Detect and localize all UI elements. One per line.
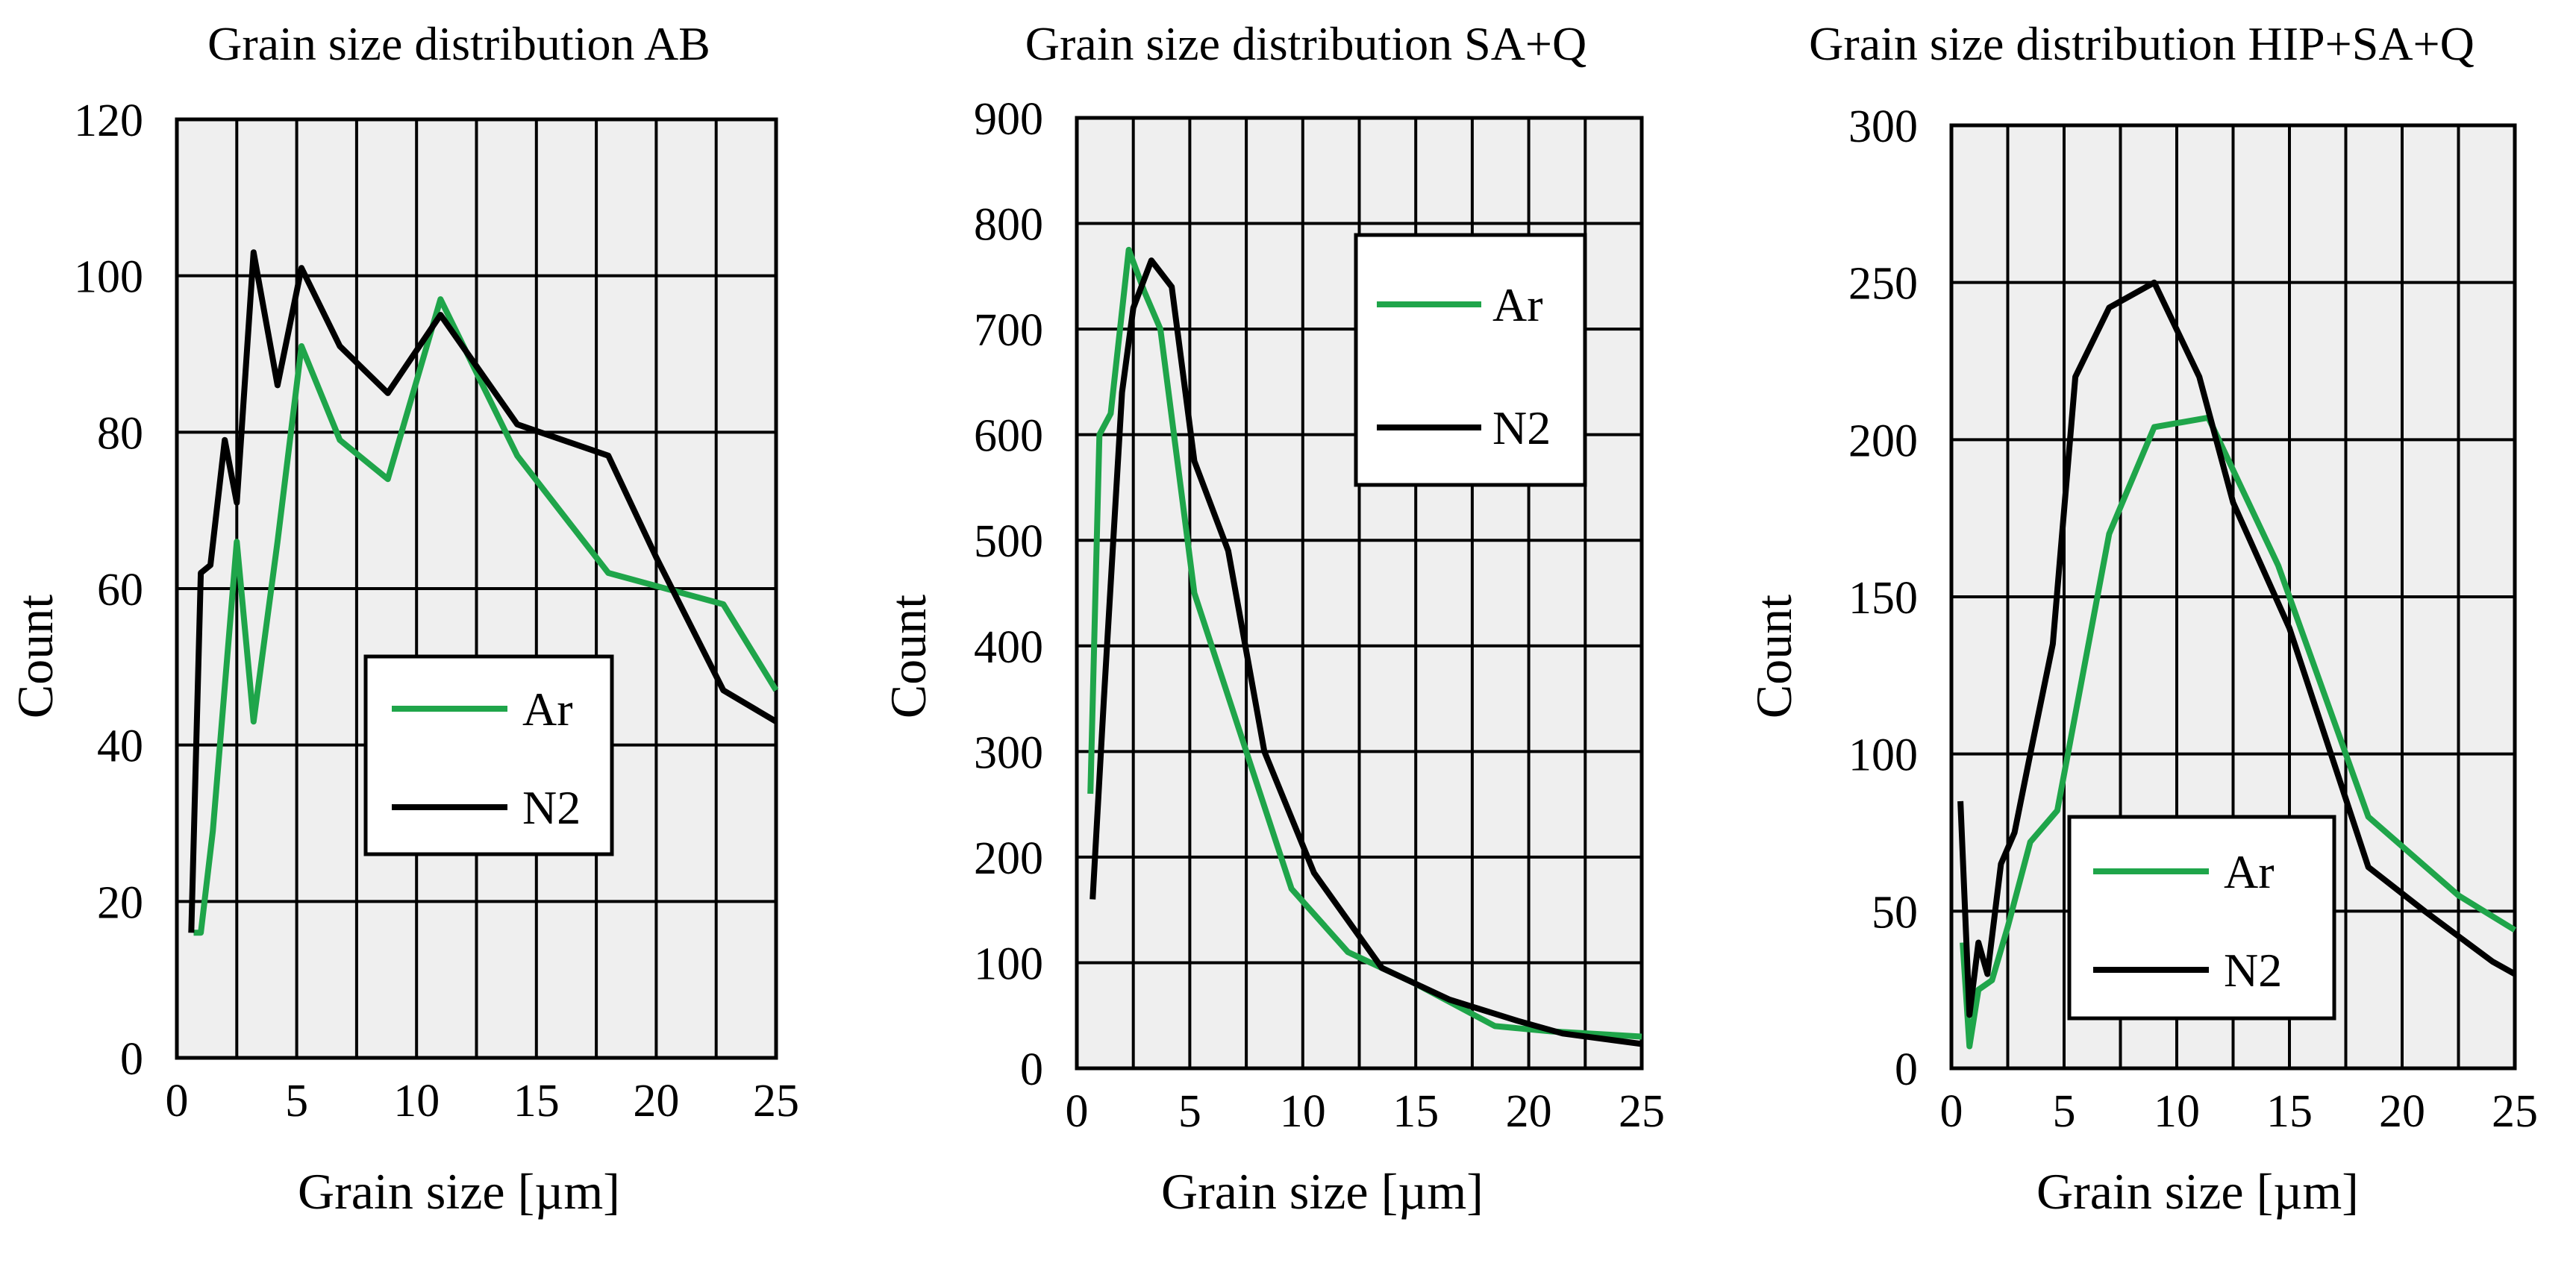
x-tick-label: 10	[2154, 1086, 2200, 1137]
x-tick-label: 25	[2492, 1086, 2538, 1137]
x-tick-label: 5	[1178, 1086, 1201, 1137]
chart-title: Grain size distribution SA+Q	[1025, 17, 1586, 70]
y-tick-label: 120	[74, 95, 143, 146]
legend-label-ar: Ar	[522, 683, 573, 736]
legend: Ar N2	[363, 654, 614, 856]
y-tick-label: 500	[974, 516, 1043, 567]
x-tick-label: 20	[633, 1076, 679, 1126]
plot-frame	[1075, 116, 1644, 1071]
legend-label-n2: N2	[522, 781, 581, 834]
chart-title: Grain size distribution HIP+SA+Q	[1809, 17, 2475, 70]
y-tick-label: 250	[1848, 259, 1918, 310]
x-axis-label: Grain size [µm]	[1161, 1163, 1484, 1220]
panel-ab: Grain size distribution AB Grain size [µ…	[7, 17, 799, 1220]
series-line-n2	[1090, 257, 1642, 1047]
y-tick-label: 300	[1848, 101, 1918, 152]
y-tick-label: 900	[974, 94, 1043, 145]
y-tick-label: 0	[120, 1034, 143, 1085]
y-tick-label: 600	[974, 411, 1043, 462]
y-tick-label: 100	[1848, 730, 1918, 781]
y-axis-label: Count	[1745, 595, 1802, 718]
legend-label-n2: N2	[2224, 944, 2282, 997]
x-tick-label: 10	[1280, 1086, 1326, 1137]
legend: Ar N2	[1354, 233, 1587, 487]
panel-sa-q: Grain size distribution SA+Q Grain size …	[880, 17, 1665, 1220]
y-tick-label: 80	[97, 408, 143, 459]
y-tick-label: 100	[74, 252, 143, 303]
series-line-n2	[1957, 279, 2516, 1018]
y-tick-label: 20	[97, 877, 143, 928]
legend: Ar N2	[2067, 815, 2336, 1021]
y-tick-label: 200	[974, 833, 1043, 884]
x-tick-label: 10	[393, 1076, 440, 1126]
x-tick-label: 15	[2266, 1086, 2313, 1137]
series-line-ar	[193, 296, 779, 936]
plot-area: 0 5 10 15 20 25 0 20 40 60 80 100 120	[74, 95, 799, 1126]
y-tick-label: 300	[974, 727, 1043, 778]
y-tick-label: 400	[974, 622, 1043, 673]
y-tick-label: 0	[1895, 1044, 1918, 1095]
series-line-ar	[1087, 246, 1642, 1040]
legend-box	[2067, 815, 2336, 1021]
y-axis-label: Count	[7, 595, 63, 718]
x-tick-label: 20	[1506, 1086, 1552, 1137]
x-axis-label: Grain size [µm]	[2036, 1163, 2359, 1220]
y-tick-label: 60	[97, 565, 143, 615]
y-axis-label: Count	[880, 595, 937, 718]
x-tick-label: 0	[1066, 1086, 1089, 1137]
y-tick-label: 40	[97, 721, 143, 772]
plot-frame	[1949, 123, 2517, 1071]
x-tick-label: 0	[1940, 1086, 1963, 1137]
series-line-ar	[1960, 414, 2517, 1050]
x-axis-label: Grain size [µm]	[298, 1163, 620, 1220]
y-tick-label: 800	[974, 200, 1043, 251]
panel-hip-sa-q: Grain size distribution HIP+SA+Q Grain s…	[1745, 17, 2538, 1220]
legend-label-n2: N2	[1492, 401, 1551, 454]
y-tick-label: 0	[1020, 1044, 1043, 1095]
x-tick-label: 20	[2379, 1086, 2425, 1137]
y-tick-label: 150	[1848, 573, 1918, 624]
legend-label-ar: Ar	[1492, 278, 1543, 331]
y-tick-label: 100	[974, 938, 1043, 989]
x-tick-label: 5	[285, 1076, 308, 1126]
plot-frame	[175, 117, 778, 1060]
y-tick-label: 700	[974, 305, 1043, 356]
x-tick-label: 25	[1619, 1086, 1665, 1137]
x-tick-label: 0	[166, 1076, 189, 1126]
chart-title: Grain size distribution AB	[207, 17, 710, 70]
y-tick-label: 200	[1848, 416, 1918, 466]
x-tick-label: 15	[513, 1076, 560, 1126]
legend-box	[363, 654, 614, 856]
x-tick-label: 25	[753, 1076, 799, 1126]
y-tick-label: 50	[1872, 887, 1918, 938]
x-tick-label: 5	[2053, 1086, 2076, 1137]
x-tick-label: 15	[1392, 1086, 1439, 1137]
series-line-n2	[188, 249, 778, 933]
legend-label-ar: Ar	[2224, 845, 2275, 898]
legend-box	[1354, 233, 1587, 487]
